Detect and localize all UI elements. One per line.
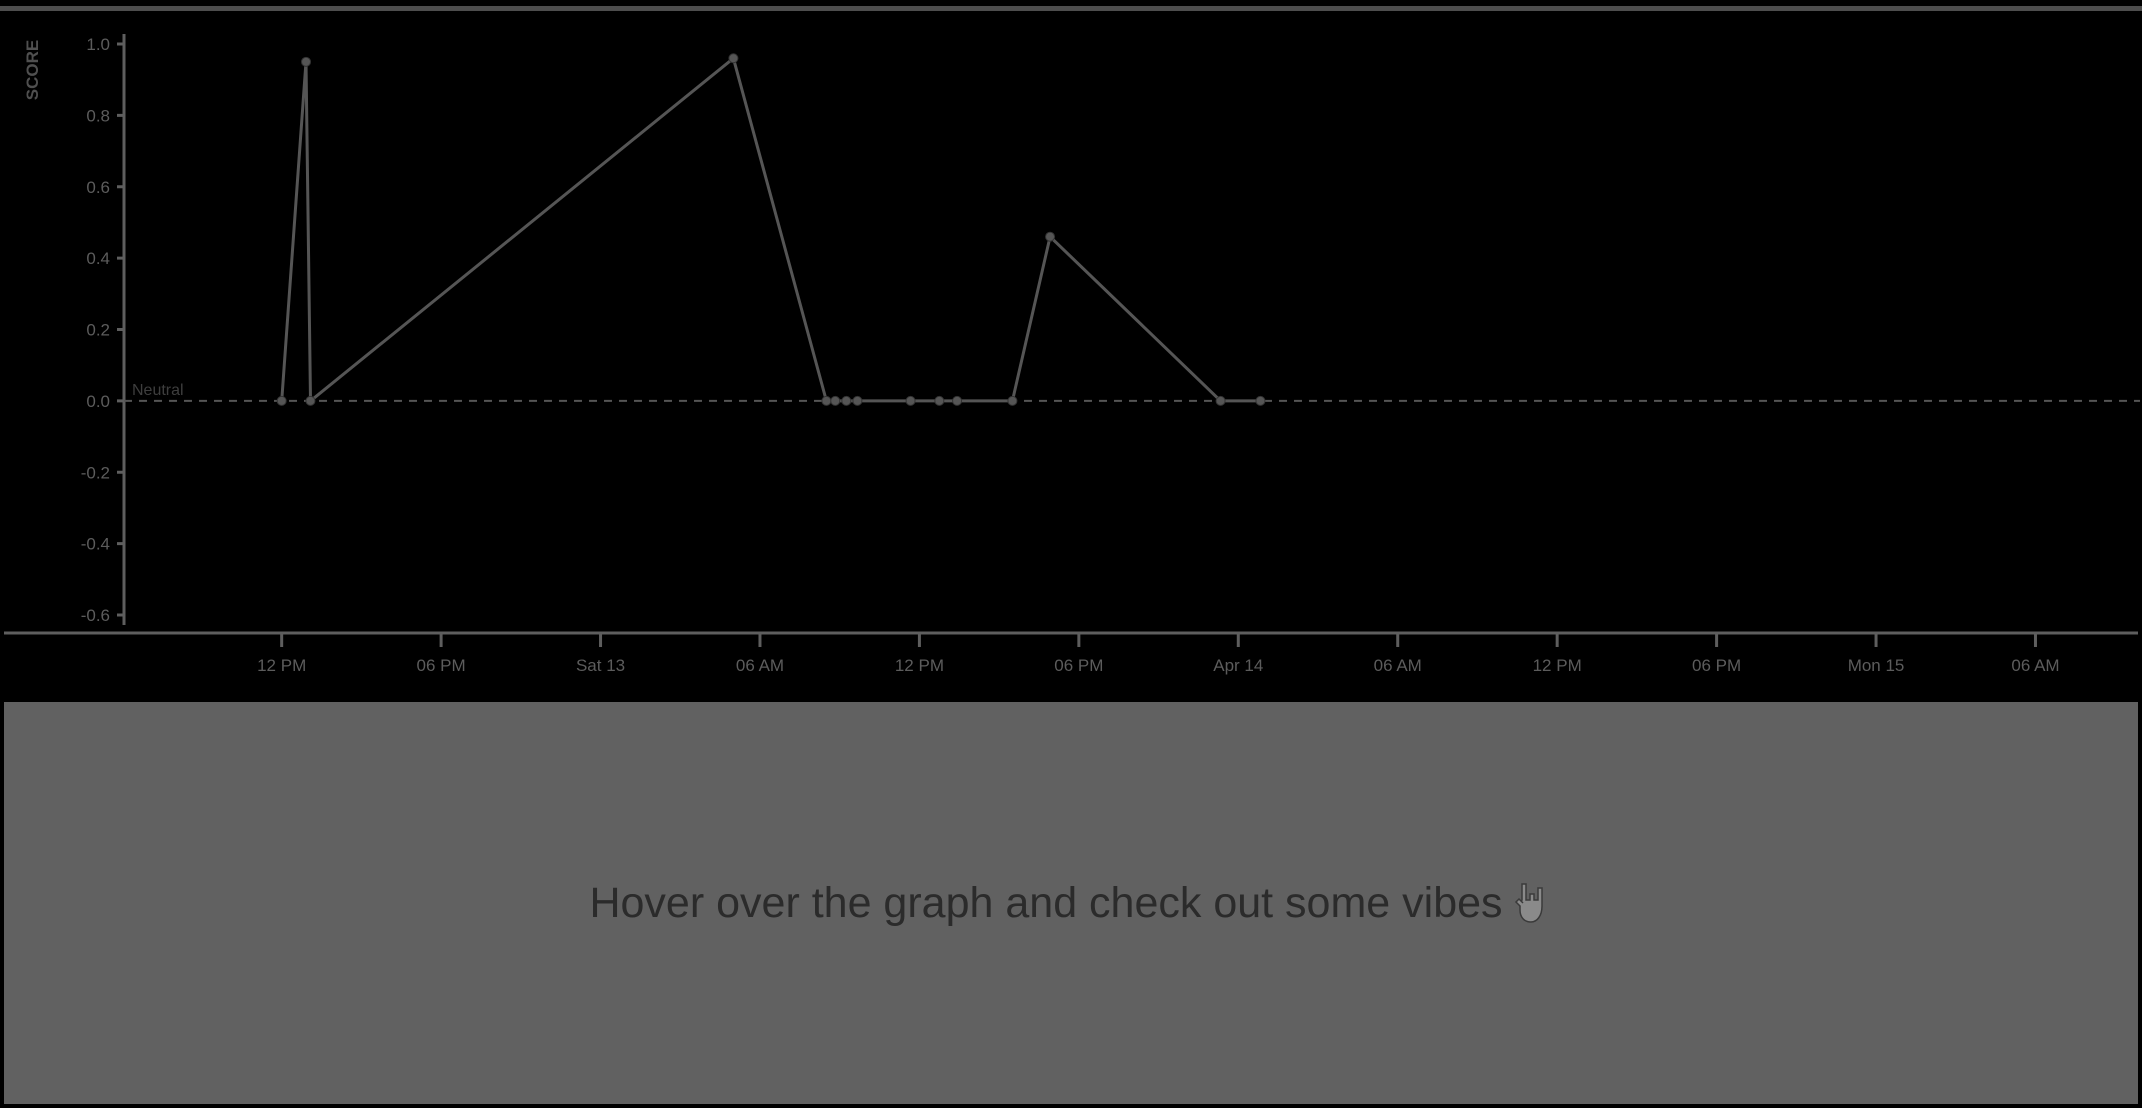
- y-tick-label: 0.6: [86, 178, 110, 197]
- x-tick-label: Sat 13: [576, 656, 625, 675]
- x-tick-label: 06 AM: [2011, 656, 2059, 675]
- y-tick-label: -0.4: [81, 535, 110, 554]
- data-point[interactable]: [821, 395, 832, 406]
- data-point[interactable]: [841, 395, 852, 406]
- y-tick-label: 1.0: [86, 35, 110, 54]
- chart-svg[interactable]: 1.0 0.8 0.6 0.4 0.2 0.0 -0.2 -0.4 -0.6 12 PM 06 P…: [0, 14, 2142, 700]
- data-point[interactable]: [276, 395, 287, 406]
- x-tick-label: 06 PM: [1054, 656, 1103, 675]
- x-tick-label: 06 PM: [417, 656, 466, 675]
- data-point[interactable]: [728, 53, 739, 64]
- sentiment-chart[interactable]: 1.0 0.8 0.6 0.4 0.2 0.0 -0.2 -0.4 -0.6 12 PM 06 P…: [0, 14, 2142, 700]
- y-tick-label: -0.6: [81, 606, 110, 625]
- top-divider: [0, 6, 2142, 11]
- data-point[interactable]: [905, 395, 916, 406]
- y-axis: 1.0 0.8 0.6 0.4 0.2 0.0 -0.2 -0.4 -0.6: [81, 34, 126, 625]
- y-tick-label: -0.2: [81, 463, 110, 482]
- x-axis: 12 PM 06 PM Sat 13 06 AM 12 PM 06 PM Apr 14 06 …: [4, 631, 2138, 675]
- hover-message-row: Hover over the graph and check out some …: [589, 879, 1552, 928]
- y-tick-label: 0.8: [86, 106, 110, 125]
- data-point[interactable]: [1007, 395, 1018, 406]
- y-tick-label: 0.0: [86, 392, 110, 411]
- hover-message: Hover over the graph and check out some …: [589, 878, 1503, 927]
- neutral-label: Neutral: [132, 382, 184, 399]
- x-tick-label: Apr 14: [1213, 656, 1263, 675]
- data-point[interactable]: [934, 395, 945, 406]
- rock-on-hand-icon: [1513, 880, 1553, 926]
- x-tick-label: 12 PM: [895, 656, 944, 675]
- y-tick-label: 0.2: [86, 321, 110, 340]
- data-point[interactable]: [852, 395, 863, 406]
- data-point[interactable]: [1215, 395, 1226, 406]
- series-line: [280, 56, 1261, 403]
- data-point[interactable]: [1045, 231, 1056, 242]
- y-axis-label: SCORE: [23, 40, 42, 100]
- data-point[interactable]: [830, 395, 841, 406]
- x-tick-label: 06 AM: [1374, 656, 1422, 675]
- x-tick-label: Mon 15: [1848, 656, 1905, 675]
- hover-info-panel: Hover over the graph and check out some …: [4, 702, 2138, 1104]
- neutral-reference: Neutral: [124, 382, 2140, 402]
- data-point[interactable]: [952, 395, 963, 406]
- x-tick-label: 12 PM: [1533, 656, 1582, 675]
- data-point[interactable]: [301, 56, 312, 67]
- x-tick-label: 12 PM: [257, 656, 306, 675]
- y-tick-label: 0.4: [86, 249, 110, 268]
- series-line-group[interactable]: [276, 53, 1266, 406]
- x-tick-label: 06 AM: [736, 656, 784, 675]
- x-tick-label: 06 PM: [1692, 656, 1741, 675]
- data-point[interactable]: [305, 395, 316, 406]
- data-point[interactable]: [1255, 395, 1266, 406]
